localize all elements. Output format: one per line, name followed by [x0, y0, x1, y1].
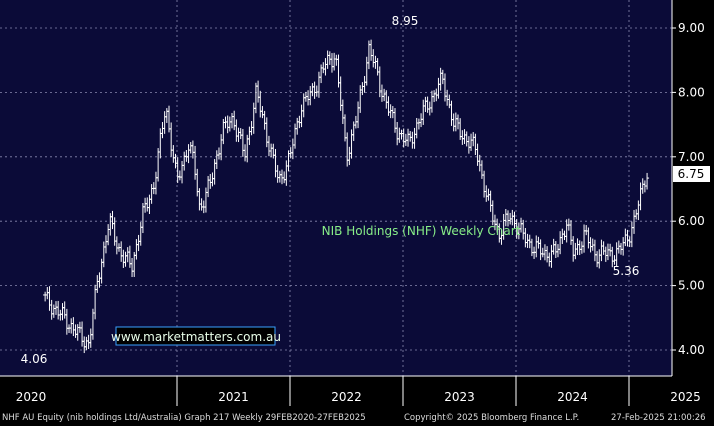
watermark-box	[115, 326, 276, 346]
price-annotation: 5.36	[613, 264, 640, 278]
footer-timestamp: 27-Feb-2025 21:00:26	[611, 413, 706, 423]
price-annotation: 8.95	[392, 14, 419, 28]
price-annotation: 4.06	[21, 352, 48, 366]
footer-copyright: Copyright© 2025 Bloomberg Finance L.P.	[404, 413, 580, 423]
last-price-label: 6.75	[678, 167, 705, 181]
footer-security: NHF AU Equity (nib holdings Ltd/Australi…	[2, 413, 366, 423]
y-tick-label: 4.00	[678, 343, 705, 357]
x-tick-label: 2024	[557, 390, 588, 404]
y-tick-label: 5.00	[678, 279, 705, 293]
chart-title: NIB Holdings (NHF) Weekly Chart	[322, 224, 521, 238]
y-tick-label: 9.00	[678, 21, 705, 35]
axes	[0, 0, 676, 406]
watermark-text: www.marketmatters.com.au	[111, 330, 281, 344]
x-tick-label: 2020	[16, 390, 47, 404]
x-axis-labels: 2020 2021 2022 2023 2024 2025	[16, 390, 701, 404]
x-tick-label: 2025	[670, 390, 701, 404]
ohlc-bar	[645, 172, 650, 190]
y-axis-labels: 9.00 8.00 7.00 6.00 5.00 4.00	[678, 21, 705, 357]
y-tick-label: 8.00	[678, 85, 705, 99]
last-price-box	[673, 166, 710, 182]
x-tick-label: 2021	[218, 390, 249, 404]
footer-bar: NHF AU Equity (nib holdings Ltd/Australi…	[0, 410, 714, 426]
annotations: 8.95 4.06 5.36	[21, 14, 640, 366]
watermark: www.marketmatters.com.au	[111, 326, 281, 346]
x-tick-label: 2023	[444, 390, 475, 404]
last-price-tag: 6.75	[673, 166, 710, 182]
y-tick-label: 7.00	[678, 150, 705, 164]
x-tick-label: 2022	[331, 390, 362, 404]
ohlc-bars	[43, 39, 650, 354]
y-tick-label: 6.00	[678, 214, 705, 228]
